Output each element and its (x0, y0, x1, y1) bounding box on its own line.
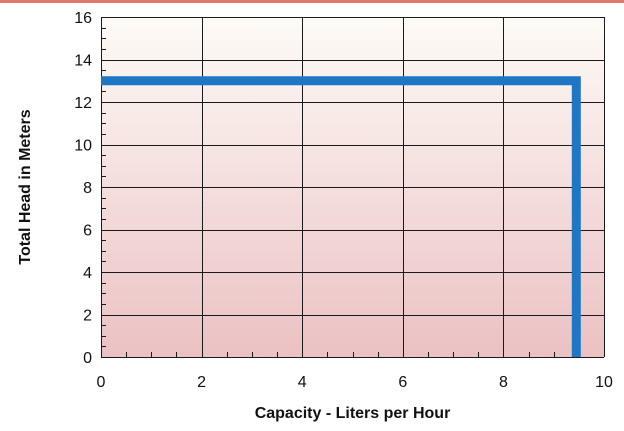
y-tick-label: 10 (74, 138, 92, 155)
x-tick-labels: 0 2 4 6 8 10 (97, 374, 613, 391)
x-tick-label: 8 (499, 374, 508, 391)
y-axis-title: Total Head in Meters (17, 109, 34, 264)
series-line-0 (101, 76, 581, 357)
y-tick-labels: 0 2 4 6 8 10 12 14 16 (74, 10, 92, 367)
y-tick-label: 16 (74, 10, 92, 27)
y-tick-label: 4 (83, 265, 92, 282)
x-tick-label: 4 (298, 374, 307, 391)
x-tick-label: 2 (197, 374, 206, 391)
y-tick-label: 8 (83, 180, 92, 197)
y-tick-label: 0 (83, 350, 92, 367)
x-tick-label: 10 (595, 374, 613, 391)
top-accent-rule (0, 0, 624, 3)
y-tick-label: 12 (74, 95, 92, 112)
x-axis-title: Capacity - Liters per Hour (255, 405, 451, 422)
y-tick-label: 6 (83, 223, 92, 240)
x-tick-label: 0 (97, 374, 106, 391)
y-tick-label: 2 (83, 308, 92, 325)
grid (101, 17, 605, 358)
y-tick-label: 14 (74, 53, 92, 70)
series-layer (101, 76, 581, 357)
x-tick-label: 6 (398, 374, 407, 391)
